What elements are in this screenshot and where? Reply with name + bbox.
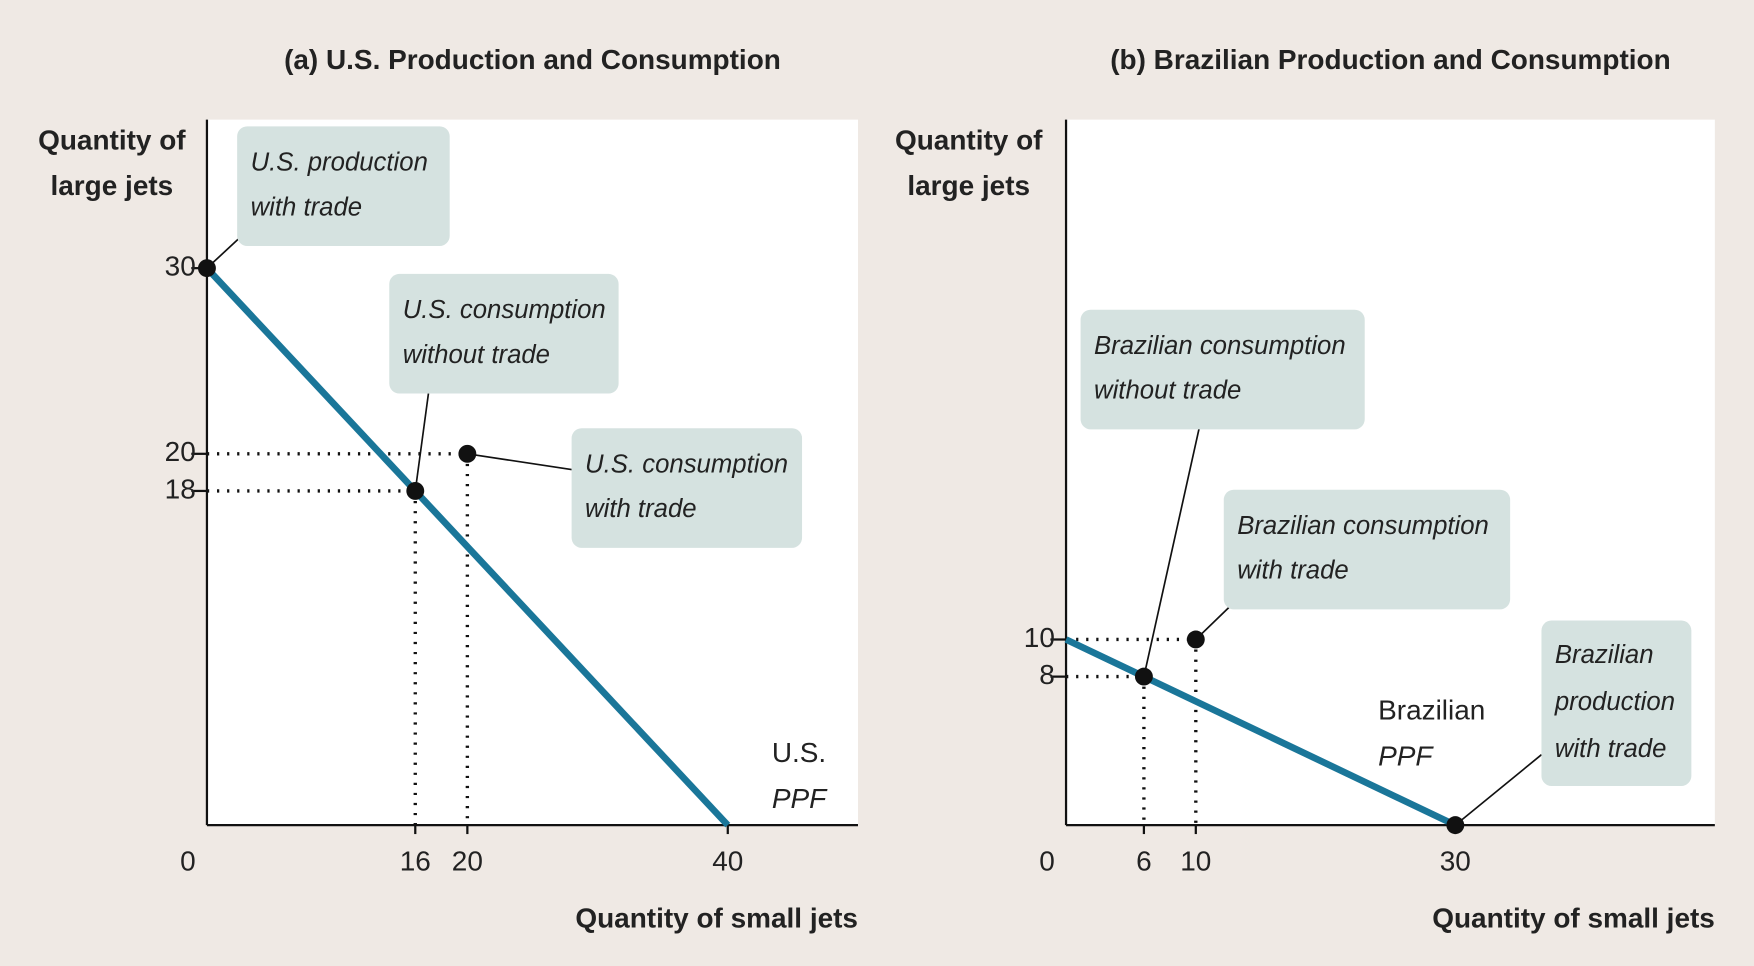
x-tick-label: 0 — [1039, 846, 1055, 877]
x-tick-label: 10 — [1180, 846, 1211, 877]
y-axis-label: Quantity of — [38, 124, 186, 155]
ppf-line — [1064, 636, 1457, 829]
annotation-text: with trade — [1555, 735, 1667, 763]
x-tick-label: 40 — [712, 846, 743, 877]
y-axis-label: Quantity of — [895, 124, 1043, 155]
annotation-text: Brazilian — [1555, 641, 1654, 669]
y-tick-label: 8 — [1039, 659, 1055, 690]
y-axis-label: large jets — [51, 170, 174, 201]
y-tick-label: 18 — [165, 473, 196, 504]
y-tick-label: 30 — [165, 251, 196, 282]
ppf-label: PPF — [1378, 740, 1434, 771]
annotation-text: with trade — [1237, 557, 1349, 585]
annotation-box — [237, 126, 450, 246]
point — [406, 481, 425, 500]
annotation-box — [571, 428, 803, 548]
annotation-text: production — [1554, 688, 1675, 716]
annotation-text: with trade — [585, 495, 697, 523]
x-tick-label: 6 — [1136, 846, 1152, 877]
ppf-label: Brazilian — [1378, 695, 1485, 726]
annotation-box — [1223, 489, 1511, 610]
point — [1446, 816, 1465, 835]
ppf-line — [204, 265, 731, 828]
ppf-label: PPF — [772, 783, 828, 814]
annotation-box — [1541, 620, 1692, 786]
chart-title: (b) Brazilian Production and Consumption — [1110, 44, 1670, 75]
leader-line — [1454, 754, 1542, 826]
chart-title: (a) U.S. Production and Consumption — [284, 44, 781, 75]
annotation-box — [1080, 309, 1365, 430]
leader-line — [467, 452, 572, 471]
y-tick-label: 10 — [1024, 622, 1055, 653]
x-axis-label: Quantity of small jets — [1432, 903, 1715, 934]
point — [1186, 630, 1205, 649]
x-tick-label: 0 — [180, 846, 196, 877]
point — [1134, 667, 1153, 686]
y-axis-label: large jets — [907, 170, 1030, 201]
annotation-text: Brazilian consumption — [1237, 512, 1489, 540]
annotation-text: U.S. consumption — [403, 296, 606, 324]
leader-line — [1143, 428, 1200, 677]
annotation-text: Brazilian consumption — [1094, 332, 1346, 360]
ppf-label: U.S. — [772, 737, 826, 768]
point — [458, 444, 477, 463]
annotation-text: without trade — [403, 341, 550, 369]
annotation-text: U.S. consumption — [585, 450, 788, 478]
leader-line — [414, 393, 430, 492]
annotation-text: with trade — [251, 193, 363, 221]
annotation-text: without trade — [1094, 377, 1241, 405]
annotation-text: U.S. production — [251, 149, 428, 177]
x-axis-label: Quantity of small jets — [575, 903, 858, 934]
x-tick-label: 16 — [400, 846, 431, 877]
point — [197, 259, 216, 278]
annotation-box — [389, 273, 619, 394]
x-tick-label: 30 — [1440, 846, 1471, 877]
x-tick-label: 20 — [452, 846, 483, 877]
y-tick-label: 20 — [165, 436, 196, 467]
